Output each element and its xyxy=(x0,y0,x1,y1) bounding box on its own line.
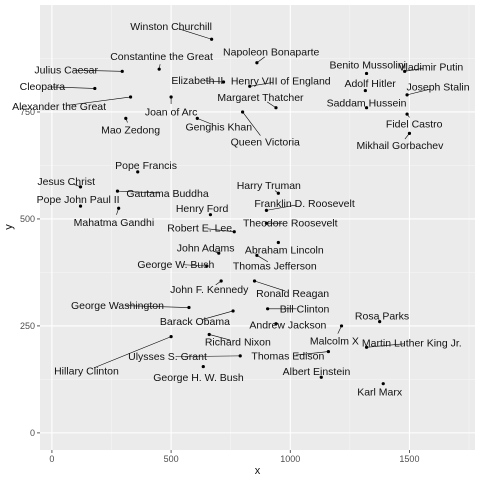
point-label: Malcolm X xyxy=(310,335,359,347)
point-label: Margaret Thatcher xyxy=(217,92,304,104)
point-label: Alexander the Great xyxy=(12,101,106,113)
point-label: Julius Caesar xyxy=(34,65,98,77)
point-label: George W. Bush xyxy=(137,259,214,271)
data-point xyxy=(327,350,330,353)
point-label: Winston Churchill xyxy=(130,21,212,33)
point-label: Mao Zedong xyxy=(101,124,160,136)
point-label: Mikhail Gorbachev xyxy=(356,140,444,152)
point-label: Jesus Christ xyxy=(37,176,95,188)
data-point xyxy=(277,192,280,195)
data-point xyxy=(340,324,343,327)
point-label: Theodore Roosevelt xyxy=(243,218,338,230)
y-axis-ticks: 0 250 500 750 xyxy=(20,107,40,438)
point-label: Elizabeth II xyxy=(171,75,223,87)
data-point xyxy=(187,306,190,309)
point-label: Hillary Clinton xyxy=(54,365,119,377)
point-label: Thomas Jefferson xyxy=(233,261,317,273)
y-axis-title: y xyxy=(3,224,15,230)
data-point xyxy=(117,207,120,210)
point-label: Albert Einstein xyxy=(283,366,351,378)
data-point xyxy=(210,38,213,41)
data-point xyxy=(365,72,368,75)
data-point xyxy=(116,190,119,193)
point-label: Benito Mussolini xyxy=(330,59,406,71)
point-label: Mahatma Gandhi xyxy=(74,217,155,229)
data-point xyxy=(158,68,161,71)
data-point xyxy=(169,335,172,338)
point-label: Robert E. Lee xyxy=(167,222,232,234)
data-point xyxy=(231,309,234,312)
data-point xyxy=(239,354,242,357)
point-label: Joan of Arc xyxy=(145,106,198,118)
x-tick-label: 1500 xyxy=(399,454,419,464)
point-label: George Washington xyxy=(71,300,164,312)
data-point xyxy=(124,117,127,120)
data-point xyxy=(241,110,244,113)
point-label: Saddam Hussein xyxy=(327,97,407,109)
point-label: Joseph Stalin xyxy=(407,82,470,94)
data-point xyxy=(93,87,96,90)
data-point xyxy=(405,93,408,96)
data-point xyxy=(129,95,132,98)
data-point xyxy=(208,333,211,336)
point-label: Genghis Khan xyxy=(185,121,252,133)
point-label: John F. Kennedy xyxy=(170,284,249,296)
y-tick-label: 500 xyxy=(20,214,35,224)
point-label: Constantine the Great xyxy=(110,51,213,63)
point-label: Queen Victoria xyxy=(231,136,300,148)
data-point xyxy=(202,365,205,368)
point-label: Bill Clinton xyxy=(280,303,330,315)
point-label: Ronald Reagan xyxy=(256,288,329,300)
point-label: Karl Marx xyxy=(357,386,403,398)
data-point xyxy=(405,113,408,116)
point-label: Ulysses S. Grant xyxy=(128,351,207,363)
point-label: Barack Obama xyxy=(160,316,230,328)
data-point xyxy=(169,95,172,98)
data-point xyxy=(266,307,269,310)
data-point xyxy=(233,230,236,233)
point-label: Martin Luther King Jr. xyxy=(362,338,462,350)
point-label: Harry Truman xyxy=(237,180,301,192)
x-axis-ticks: 0 500 1000 1500 xyxy=(49,450,419,464)
data-point xyxy=(255,61,258,64)
point-label: Fidel Castro xyxy=(386,118,443,130)
point-label: Rosa Parks xyxy=(355,311,409,323)
data-point xyxy=(382,382,385,385)
x-tick-label: 1000 xyxy=(280,454,300,464)
point-label: Pope John Paul II xyxy=(37,194,120,206)
y-tick-label: 0 xyxy=(30,428,35,438)
point-label: Thomas Edison xyxy=(251,350,324,362)
point-label: Andrew Jackson xyxy=(249,320,326,332)
point-label: Abraham Lincoln xyxy=(245,244,324,256)
x-tick-label: 500 xyxy=(164,454,179,464)
point-label: Napoleon Bonaparte xyxy=(223,47,319,59)
x-axis-title: x xyxy=(255,465,261,477)
data-point xyxy=(253,279,256,282)
y-tick-label: 250 xyxy=(20,321,35,331)
point-label: John Adams xyxy=(177,243,235,255)
point-label: George H. W. Bush xyxy=(153,372,244,384)
point-label: Gautama Buddha xyxy=(126,188,208,200)
point-label: Pope Francis xyxy=(115,160,177,172)
point-label: Henry Ford xyxy=(176,203,229,215)
data-point xyxy=(274,106,277,109)
point-label: Henry VIII of England xyxy=(231,76,331,88)
x-tick-label: 0 xyxy=(49,454,54,464)
point-label: Franklin D. Roosevelt xyxy=(254,198,354,210)
data-point xyxy=(220,279,223,282)
point-label: Vladimir Putin xyxy=(399,62,464,74)
data-point xyxy=(408,132,411,135)
point-label: Richard Nixon xyxy=(205,337,271,349)
data-point xyxy=(121,70,124,73)
point-label: Adolf Hitler xyxy=(344,78,396,90)
point-label: Cleopatra xyxy=(20,81,66,93)
